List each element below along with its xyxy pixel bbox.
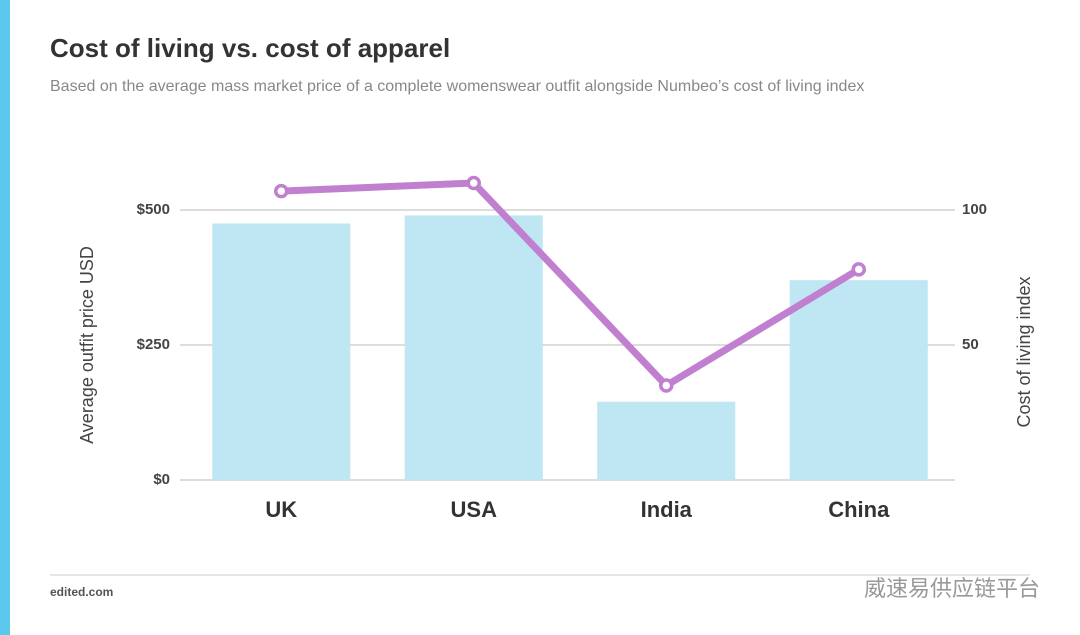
y-tick-label: $0 xyxy=(153,471,170,488)
y-tick-label: $500 xyxy=(137,201,170,218)
chart-subtitle: Based on the average mass market price o… xyxy=(50,78,864,95)
accent-stripe xyxy=(0,0,10,635)
y-axis-title: Average outfit price USD xyxy=(77,246,97,444)
bar xyxy=(212,223,351,480)
x-tick-label: USA xyxy=(451,497,498,522)
bar xyxy=(597,401,736,480)
watermark: 威速易供应链平台 xyxy=(864,576,1040,601)
y2-tick-label: 50 xyxy=(962,336,979,353)
chart-title: Cost of living vs. cost of apparel xyxy=(50,33,450,63)
line-point xyxy=(659,378,674,393)
line-point xyxy=(274,183,289,199)
bar xyxy=(789,280,928,480)
bar xyxy=(404,215,543,480)
x-tick-label: China xyxy=(828,497,890,522)
line-point xyxy=(466,175,481,191)
y2-tick-label: 100 xyxy=(962,201,987,218)
x-tick-label: UK xyxy=(265,497,297,522)
line xyxy=(281,179,861,389)
y2-axis-title: Cost of living index xyxy=(1014,276,1034,427)
y-tick-label: $250 xyxy=(137,336,170,353)
x-tick-label: India xyxy=(641,497,693,522)
line-point xyxy=(851,262,866,277)
source: edited.com xyxy=(50,585,113,599)
